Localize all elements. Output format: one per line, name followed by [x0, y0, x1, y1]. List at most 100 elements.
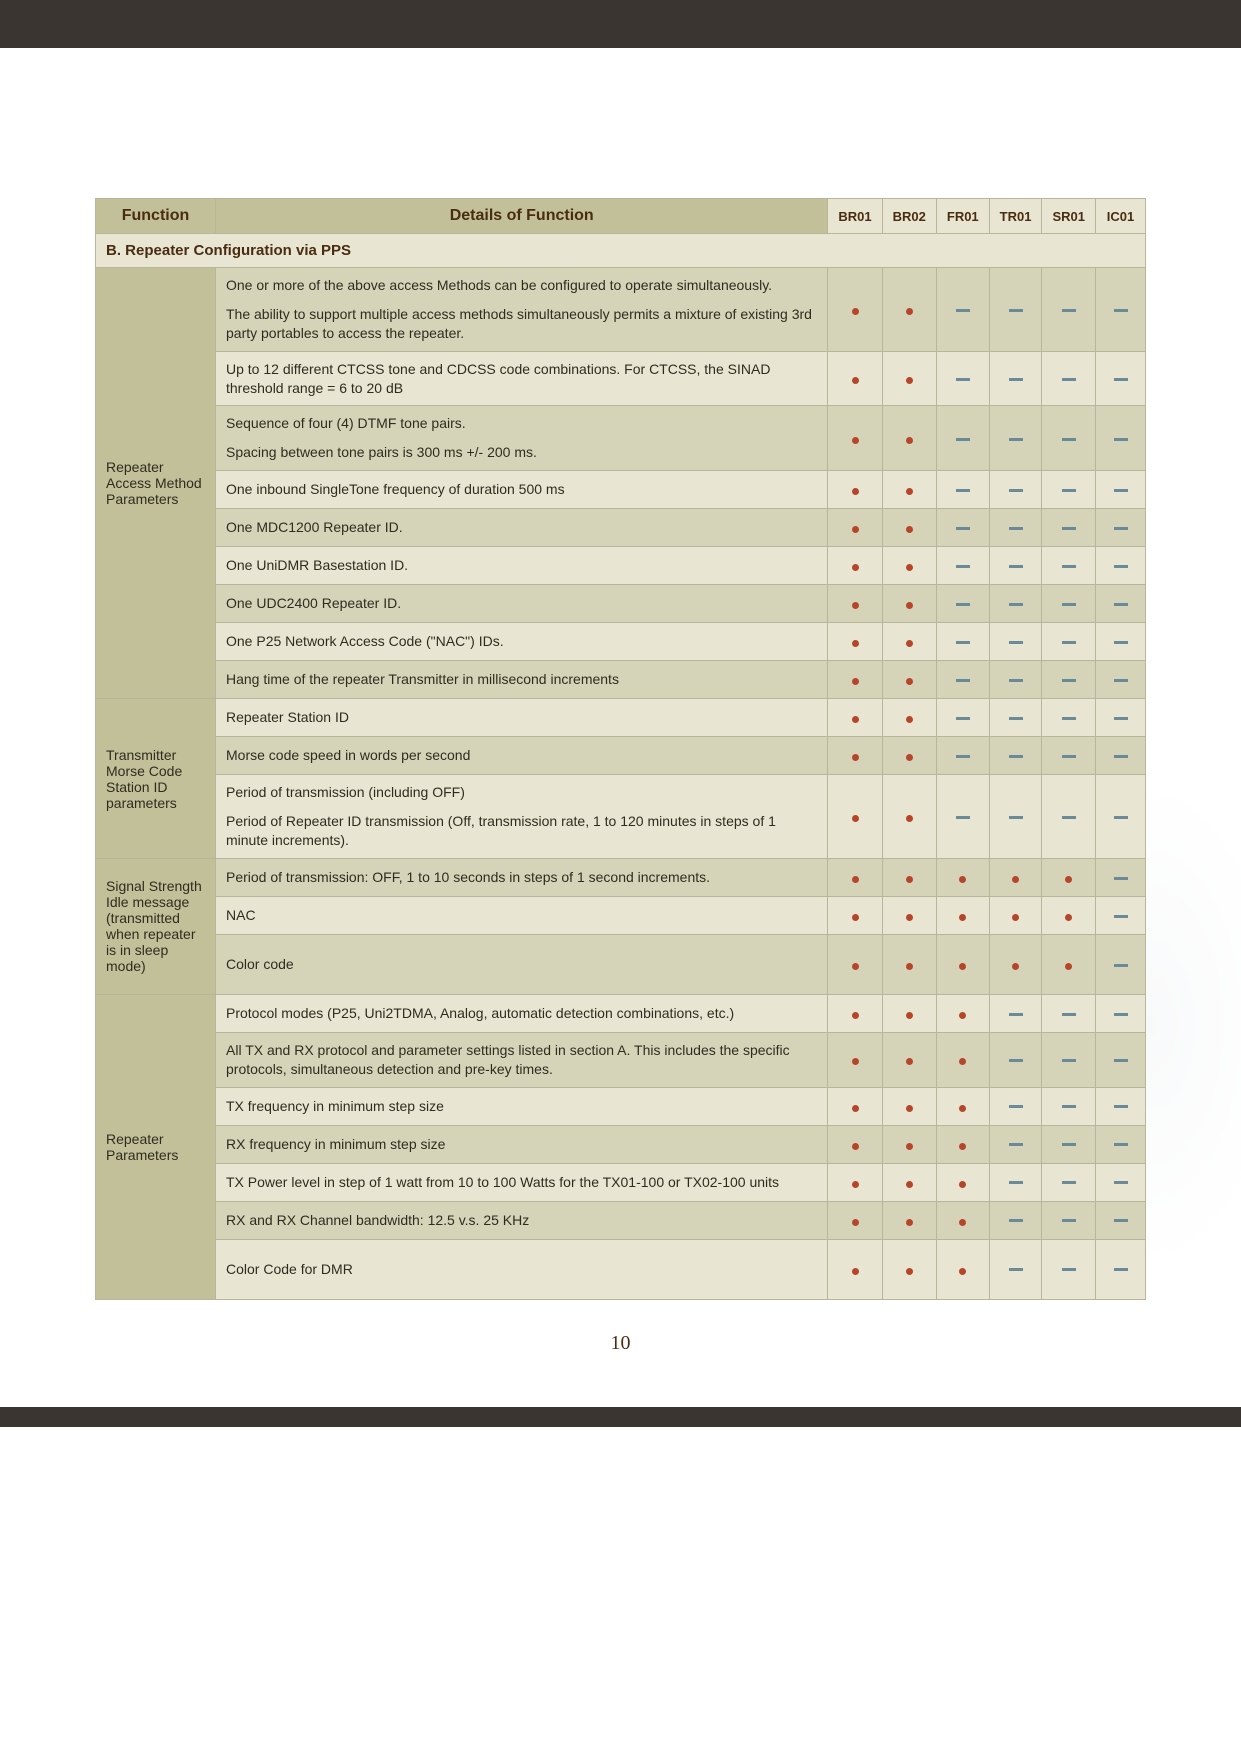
function-cell: Repeater Parameters	[96, 994, 216, 1299]
unsupported-dash-icon	[1062, 378, 1076, 381]
unsupported-dash-icon	[1114, 679, 1128, 682]
supported-dot-icon	[852, 876, 859, 883]
mark-cell	[989, 509, 1042, 547]
mark-cell	[989, 351, 1042, 406]
unsupported-dash-icon	[1114, 603, 1128, 606]
mark-cell	[882, 1163, 936, 1201]
unsupported-dash-icon	[956, 309, 970, 312]
mark-cell	[1096, 1032, 1146, 1087]
unsupported-dash-icon	[1009, 755, 1023, 758]
details-cell: TX Power level in step of 1 watt from 10…	[216, 1163, 828, 1201]
mark-cell	[1096, 585, 1146, 623]
table-row: TX frequency in minimum step size	[96, 1087, 1146, 1125]
mark-cell	[828, 547, 882, 585]
mark-cell	[828, 1163, 882, 1201]
details-cell: Color Code for DMR	[216, 1239, 828, 1299]
details-cell: RX frequency in minimum step size	[216, 1125, 828, 1163]
function-cell: Repeater Access Method Parameters	[96, 268, 216, 699]
supported-dot-icon	[1065, 876, 1072, 883]
supported-dot-icon	[906, 602, 913, 609]
unsupported-dash-icon	[1114, 717, 1128, 720]
mark-cell	[1042, 858, 1096, 896]
details-cell: NAC	[216, 896, 828, 934]
mark-cell	[1096, 896, 1146, 934]
unsupported-dash-icon	[1009, 438, 1023, 441]
mark-cell	[882, 994, 936, 1032]
mark-cell	[882, 661, 936, 699]
mark-cell	[1096, 547, 1146, 585]
unsupported-dash-icon	[1114, 964, 1128, 967]
supported-dot-icon	[1012, 876, 1019, 883]
mark-cell	[882, 934, 936, 994]
header-col-ic01: IC01	[1096, 199, 1146, 234]
mark-cell	[1096, 661, 1146, 699]
table-row: NAC	[96, 896, 1146, 934]
mark-cell	[882, 1239, 936, 1299]
header-col-br02: BR02	[882, 199, 936, 234]
mark-cell	[989, 896, 1042, 934]
header-function: Function	[96, 199, 216, 234]
mark-cell	[882, 623, 936, 661]
unsupported-dash-icon	[1009, 309, 1023, 312]
mark-cell	[989, 934, 1042, 994]
mark-cell	[989, 1087, 1042, 1125]
mark-cell	[936, 896, 989, 934]
function-cell: Transmitter Morse Code Station ID parame…	[96, 699, 216, 859]
mark-cell	[1042, 351, 1096, 406]
mark-cell	[936, 1087, 989, 1125]
supported-dot-icon	[852, 564, 859, 571]
supported-dot-icon	[852, 914, 859, 921]
mark-cell	[989, 1163, 1042, 1201]
supported-dot-icon	[906, 815, 913, 822]
mark-cell	[1096, 268, 1146, 352]
supported-dot-icon	[852, 1268, 859, 1275]
unsupported-dash-icon	[1009, 1059, 1023, 1062]
mark-cell	[1096, 737, 1146, 775]
header-col-br01: BR01	[828, 199, 882, 234]
unsupported-dash-icon	[1114, 1143, 1128, 1146]
supported-dot-icon	[959, 1143, 966, 1150]
supported-dot-icon	[852, 754, 859, 761]
unsupported-dash-icon	[956, 489, 970, 492]
unsupported-dash-icon	[1062, 1268, 1076, 1271]
details-cell: Color code	[216, 934, 828, 994]
unsupported-dash-icon	[1062, 641, 1076, 644]
mark-cell	[828, 1239, 882, 1299]
mark-cell	[1096, 1239, 1146, 1299]
mark-cell	[936, 699, 989, 737]
supported-dot-icon	[906, 1219, 913, 1226]
details-text: One or more of the above access Methods …	[226, 276, 817, 295]
supported-dot-icon	[852, 526, 859, 533]
supported-dot-icon	[852, 437, 859, 444]
details-cell: Repeater Station ID	[216, 699, 828, 737]
unsupported-dash-icon	[1009, 565, 1023, 568]
mark-cell	[989, 994, 1042, 1032]
mark-cell	[936, 623, 989, 661]
section-header: B. Repeater Configuration via PPS	[96, 234, 1146, 268]
mark-cell	[828, 1087, 882, 1125]
table-row: One UniDMR Basestation ID.	[96, 547, 1146, 585]
supported-dot-icon	[906, 1143, 913, 1150]
supported-dot-icon	[852, 488, 859, 495]
mark-cell	[1096, 471, 1146, 509]
unsupported-dash-icon	[1009, 1268, 1023, 1271]
supported-dot-icon	[852, 640, 859, 647]
mark-cell	[828, 934, 882, 994]
details-cell: One UDC2400 Repeater ID.	[216, 585, 828, 623]
mark-cell	[1042, 699, 1096, 737]
details-cell: All TX and RX protocol and parameter set…	[216, 1032, 828, 1087]
mark-cell	[1096, 351, 1146, 406]
unsupported-dash-icon	[1062, 1219, 1076, 1222]
mark-cell	[1042, 509, 1096, 547]
mark-cell	[1042, 1239, 1096, 1299]
supported-dot-icon	[906, 1268, 913, 1275]
mark-cell	[828, 1125, 882, 1163]
mark-cell	[1096, 509, 1146, 547]
mark-cell	[989, 1239, 1042, 1299]
mark-cell	[828, 661, 882, 699]
mark-cell	[936, 858, 989, 896]
mark-cell	[1042, 1201, 1096, 1239]
mark-cell	[1042, 994, 1096, 1032]
unsupported-dash-icon	[1114, 438, 1128, 441]
mark-cell	[828, 775, 882, 859]
